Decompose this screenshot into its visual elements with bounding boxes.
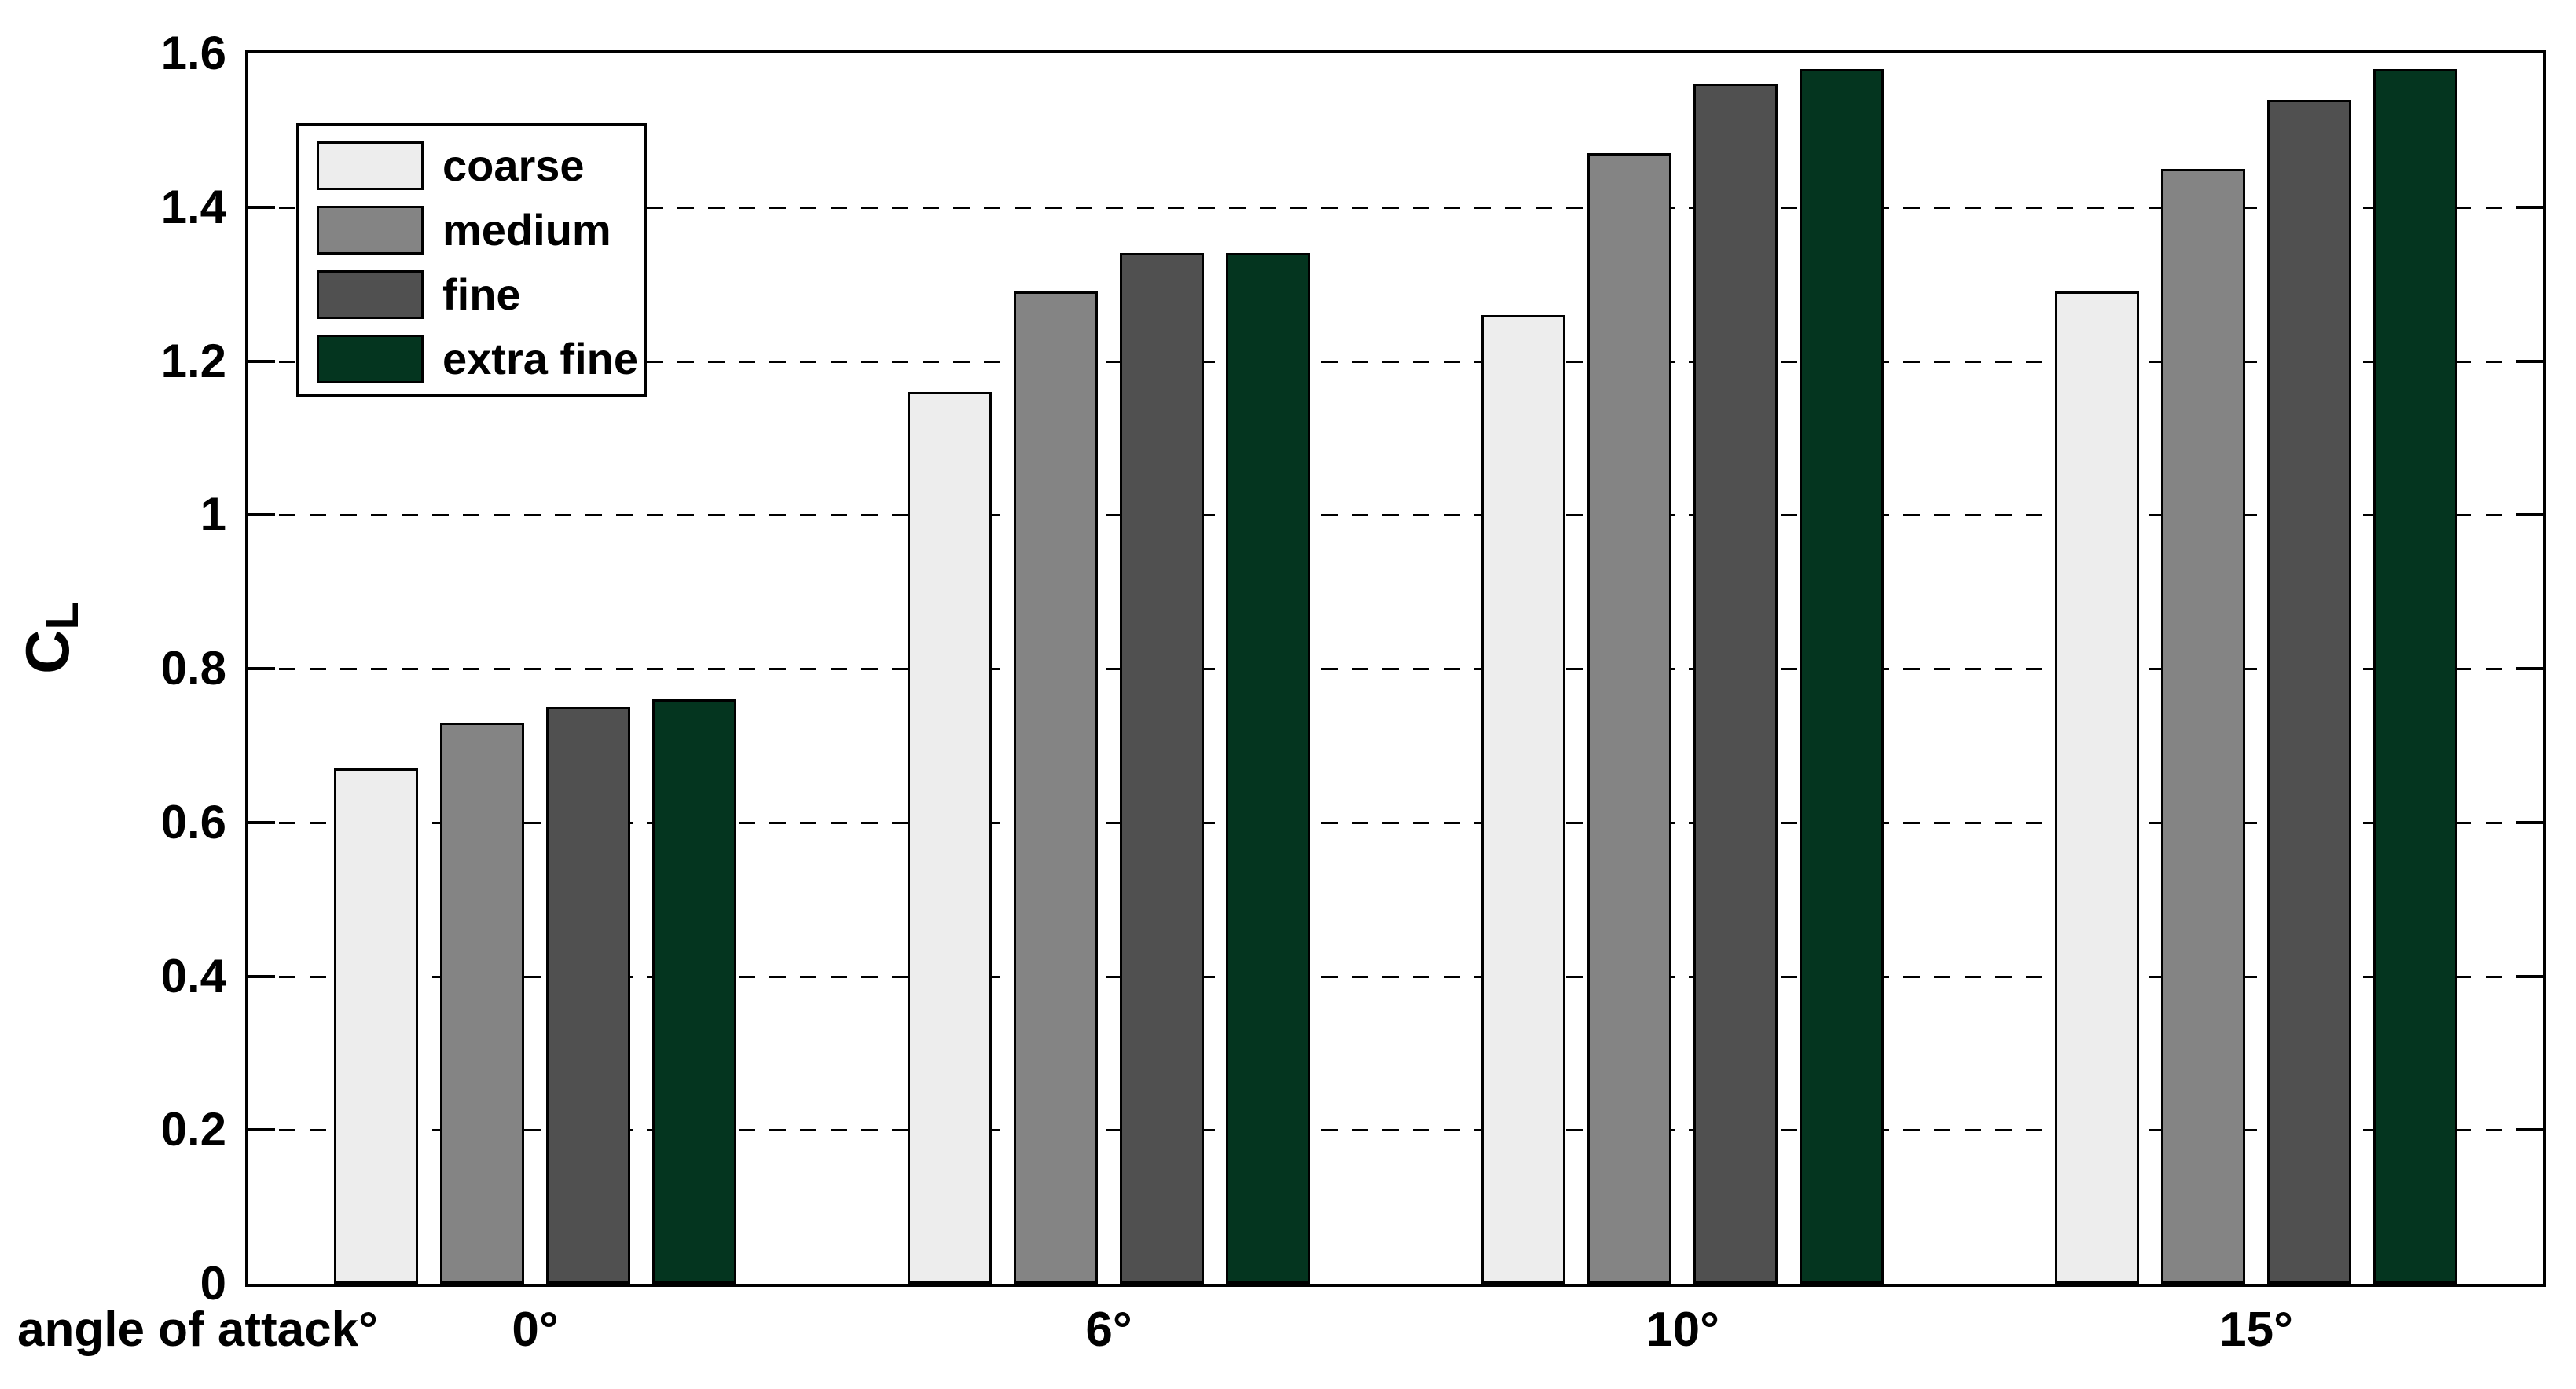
y-tick-label-1.4: 1.4: [160, 180, 226, 233]
gridline-y-0.2: [248, 1129, 2543, 1132]
legend-label-medium: medium: [442, 205, 611, 255]
y-tick-label-1: 1: [200, 488, 226, 541]
x-tick-label-0deg: 0°: [512, 1303, 559, 1357]
legend-swatch-fine: [317, 270, 424, 319]
legend-label-extra-fine: extra fine: [442, 334, 638, 383]
bar-fine-15deg: [2267, 100, 2351, 1284]
bar-extra-fine-15deg: [2373, 69, 2457, 1284]
y-tick-label-0: 0: [200, 1257, 226, 1310]
bar-fine-10deg: [1693, 84, 1778, 1284]
right-tick-1.2: [2516, 359, 2543, 363]
y-tick-label-0.8: 0.8: [160, 642, 226, 694]
y-tick-label-0.6: 0.6: [160, 795, 226, 848]
left-tick-0.4: [248, 974, 275, 978]
right-tick-0.4: [2516, 974, 2543, 978]
left-tick-0.8: [248, 667, 275, 670]
legend-entry-extra-fine: extra fine: [317, 335, 638, 383]
gridline-y-1.4: [248, 206, 2543, 209]
bar-medium-15deg: [2161, 169, 2245, 1284]
plot-area: [245, 50, 2546, 1287]
right-tick-0.6: [2516, 820, 2543, 824]
bar-medium-6deg: [1014, 291, 1098, 1284]
legend-swatch-extra-fine: [317, 335, 424, 383]
y-axis-title: CL: [13, 602, 94, 674]
legend-entry-coarse: coarse: [317, 141, 631, 190]
y-tick-label-0.2: 0.2: [160, 1103, 226, 1156]
bar-coarse-15deg: [2055, 291, 2139, 1284]
bar-fine-0deg: [546, 707, 630, 1284]
x-tick-label-15deg: 15°: [2219, 1303, 2293, 1357]
legend-label-fine: fine: [442, 269, 521, 319]
y-tick-label-0.4: 0.4: [160, 949, 226, 1002]
bar-coarse-10deg: [1481, 315, 1565, 1284]
legend-box: coarse medium fine extra fine: [296, 123, 647, 397]
bar-extra-fine-0deg: [652, 699, 736, 1284]
y-axis-title-main: C: [13, 629, 82, 674]
bar-coarse-6deg: [908, 392, 992, 1284]
left-tick-1.4: [248, 205, 275, 209]
x-axis-title: angle of attack°: [17, 1303, 378, 1357]
x-tick-label-10deg: 10°: [1646, 1303, 1719, 1357]
gridline-y-1: [248, 514, 2543, 517]
legend-swatch-coarse: [317, 141, 424, 190]
left-tick-1.2: [248, 359, 275, 363]
y-axis-title-subscript: L: [37, 602, 88, 630]
left-tick-0.6: [248, 820, 275, 824]
legend-entry-medium: medium: [317, 206, 631, 255]
bar-coarse-0deg: [334, 768, 418, 1284]
x-tick-label-6deg: 6°: [1085, 1303, 1132, 1357]
y-tick-label-1.6: 1.6: [160, 27, 226, 79]
right-tick-1.4: [2516, 205, 2543, 209]
bar-medium-0deg: [440, 723, 524, 1284]
left-tick-0.2: [248, 1128, 275, 1132]
gridline-y-0.4: [248, 975, 2543, 978]
right-tick-0.8: [2516, 667, 2543, 670]
right-tick-1: [2516, 513, 2543, 517]
gridline-y-1.2: [248, 360, 2543, 363]
gridline-y-0.6: [248, 821, 2543, 824]
bar-medium-10deg: [1587, 153, 1671, 1284]
left-tick-1: [248, 513, 275, 517]
legend-label-coarse: coarse: [442, 141, 585, 190]
gridline-y-0.8: [248, 668, 2543, 670]
right-tick-0.2: [2516, 1128, 2543, 1132]
bar-fine-6deg: [1120, 253, 1204, 1284]
bar-extra-fine-10deg: [1800, 69, 1884, 1284]
legend-entry-fine: fine: [317, 270, 631, 319]
legend-swatch-medium: [317, 206, 424, 255]
y-tick-label-1.2: 1.2: [160, 334, 226, 387]
bar-extra-fine-6deg: [1226, 253, 1310, 1284]
